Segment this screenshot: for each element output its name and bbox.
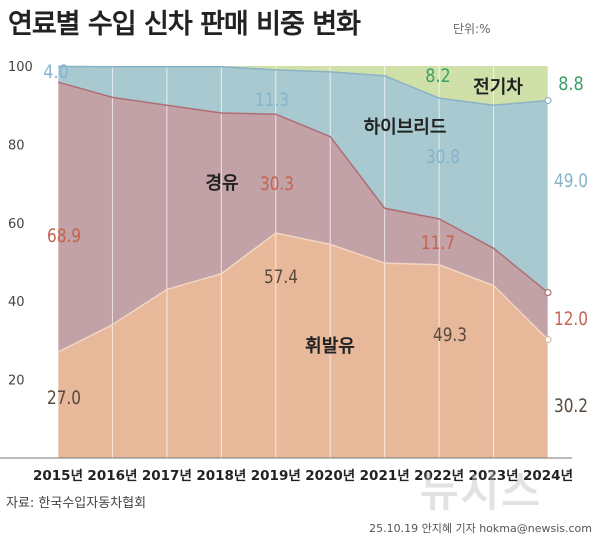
y-tick-80: 80 bbox=[8, 138, 25, 153]
data-label-휘발유-2022년: 49.3 bbox=[433, 324, 467, 346]
area-layers bbox=[58, 66, 548, 458]
watermark: 뉴시스 bbox=[420, 467, 542, 516]
data-label-휘발유-2015년: 27.0 bbox=[47, 387, 81, 409]
data-label-휘발유-2024년: 30.2 bbox=[554, 395, 588, 417]
end-marker-휘발유 bbox=[544, 336, 552, 344]
data-label-경유-2022년: 11.7 bbox=[421, 232, 455, 254]
data-label-하이브리드-2024년: 49.0 bbox=[554, 170, 588, 192]
data-label-하이브리드-2015년: 4.0 bbox=[43, 61, 69, 83]
boundary-lines bbox=[57, 65, 549, 353]
data-label-경유-2024년: 12.0 bbox=[554, 308, 588, 330]
data-label-휘발유-2019년: 57.4 bbox=[264, 266, 298, 288]
diesel-area bbox=[58, 82, 548, 353]
gasoline-area bbox=[58, 232, 548, 458]
x-tick-2015년: 2015년 bbox=[33, 469, 83, 484]
data-labels: 27.0 57.4 49.3 30.2 68.9 30.3 11.7 12.0 4.0 11.3 3… bbox=[43, 61, 588, 417]
hybrid-top-line bbox=[57, 65, 549, 106]
x-tick-2018년: 2018년 bbox=[196, 469, 246, 484]
series-name-labels: 휘발유 경유 하이브리드 전기차 bbox=[205, 77, 523, 357]
source-text: 자료: 한국수입자동차협회 bbox=[6, 496, 147, 511]
credit-text: 25.10.19 안지혜 기자 hokma@newsis.com bbox=[369, 522, 592, 535]
x-tick-2022년: 2022년 bbox=[414, 469, 464, 484]
end-marker-경유 bbox=[544, 288, 552, 297]
data-label-하이브리드-2022년: 30.8 bbox=[426, 146, 460, 168]
x-tick-2021년: 2021년 bbox=[360, 469, 410, 484]
series-name-전기차: 전기차 bbox=[473, 77, 523, 98]
x-tick-2020년: 2020년 bbox=[305, 469, 355, 484]
year-gridlines bbox=[57, 66, 549, 458]
x-tick-2023년: 2023년 bbox=[469, 469, 519, 484]
diesel-top-line bbox=[57, 81, 549, 294]
data-label-전기차-2024년: 8.8 bbox=[558, 73, 584, 95]
chart-title: 연료별 수입 신차 판매 비중 변화 bbox=[8, 9, 361, 40]
y-tick-60: 60 bbox=[8, 217, 25, 232]
data-label-경유-2015년: 68.9 bbox=[47, 225, 81, 247]
x-tick-2019년: 2019년 bbox=[251, 469, 301, 484]
y-tick-20: 20 bbox=[8, 374, 25, 389]
y-tick-100: 100 bbox=[8, 60, 33, 75]
data-label-하이브리드-2019년: 11.3 bbox=[255, 89, 289, 111]
series-name-하이브리드: 하이브리드 bbox=[364, 117, 447, 138]
y-tick-40: 40 bbox=[8, 295, 25, 310]
y-tick-labels: 20 40 60 80 100 bbox=[8, 60, 33, 389]
data-label-전기차-2022년: 8.2 bbox=[425, 65, 451, 87]
x-tick-labels: 2015년 2016년 2017년 2018년 2019년 2020년 2021년 2022년… bbox=[33, 469, 573, 484]
x-tick-2016년: 2016년 bbox=[87, 469, 137, 484]
series-name-휘발유: 휘발유 bbox=[305, 335, 355, 357]
gasoline-top-line bbox=[57, 232, 549, 353]
end-marker-하이브리드 bbox=[544, 96, 552, 105]
x-tick-2017년: 2017년 bbox=[142, 469, 192, 484]
unit-label: 단위:% bbox=[453, 22, 491, 36]
ev-area bbox=[58, 66, 548, 106]
series-name-경유: 경유 bbox=[205, 173, 238, 194]
end-markers bbox=[544, 96, 552, 344]
hybrid-area bbox=[58, 66, 548, 293]
x-tick-2024년: 2024년 bbox=[523, 469, 573, 484]
data-label-경유-2019년: 30.3 bbox=[260, 173, 294, 195]
